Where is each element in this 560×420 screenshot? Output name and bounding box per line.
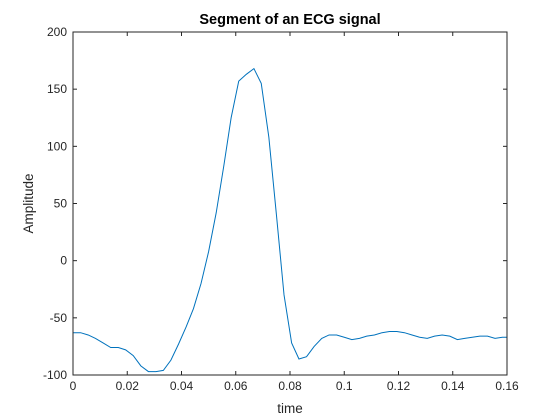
y-tick-label: -50 [50,311,68,325]
x-tick-label: 0.02 [116,379,140,393]
axes-box [72,31,508,376]
x-tick-label: 0.14 [441,379,465,393]
y-tick-label: 50 [54,197,68,211]
chart-title: Segment of an ECG signal [199,12,380,28]
y-tick-label: 150 [47,82,67,96]
x-tick-label: 0.08 [278,379,302,393]
x-tick-label: 0.12 [387,379,411,393]
x-axis-label: time [277,401,303,416]
x-tick-label: 0.1 [336,379,353,393]
y-axis-label: Amplitude [21,173,36,233]
y-tick-label: -100 [43,368,67,382]
x-tick-label: 0 [70,379,77,393]
ecg-signal-line [73,67,507,373]
y-tick-label: 100 [47,139,67,153]
x-tick-label: 0.06 [224,379,248,393]
y-tick-label: 0 [60,254,67,268]
x-tick-label: 0.16 [495,379,519,393]
series-group [73,67,507,373]
x-tick-label: 0.04 [170,379,194,393]
axis-ticks: 0 0.02 0.04 0.06 0.08 0.1 0.12 0.14 0.16 -100 -50 0… [43,25,519,393]
y-tick-label: 200 [47,25,67,39]
